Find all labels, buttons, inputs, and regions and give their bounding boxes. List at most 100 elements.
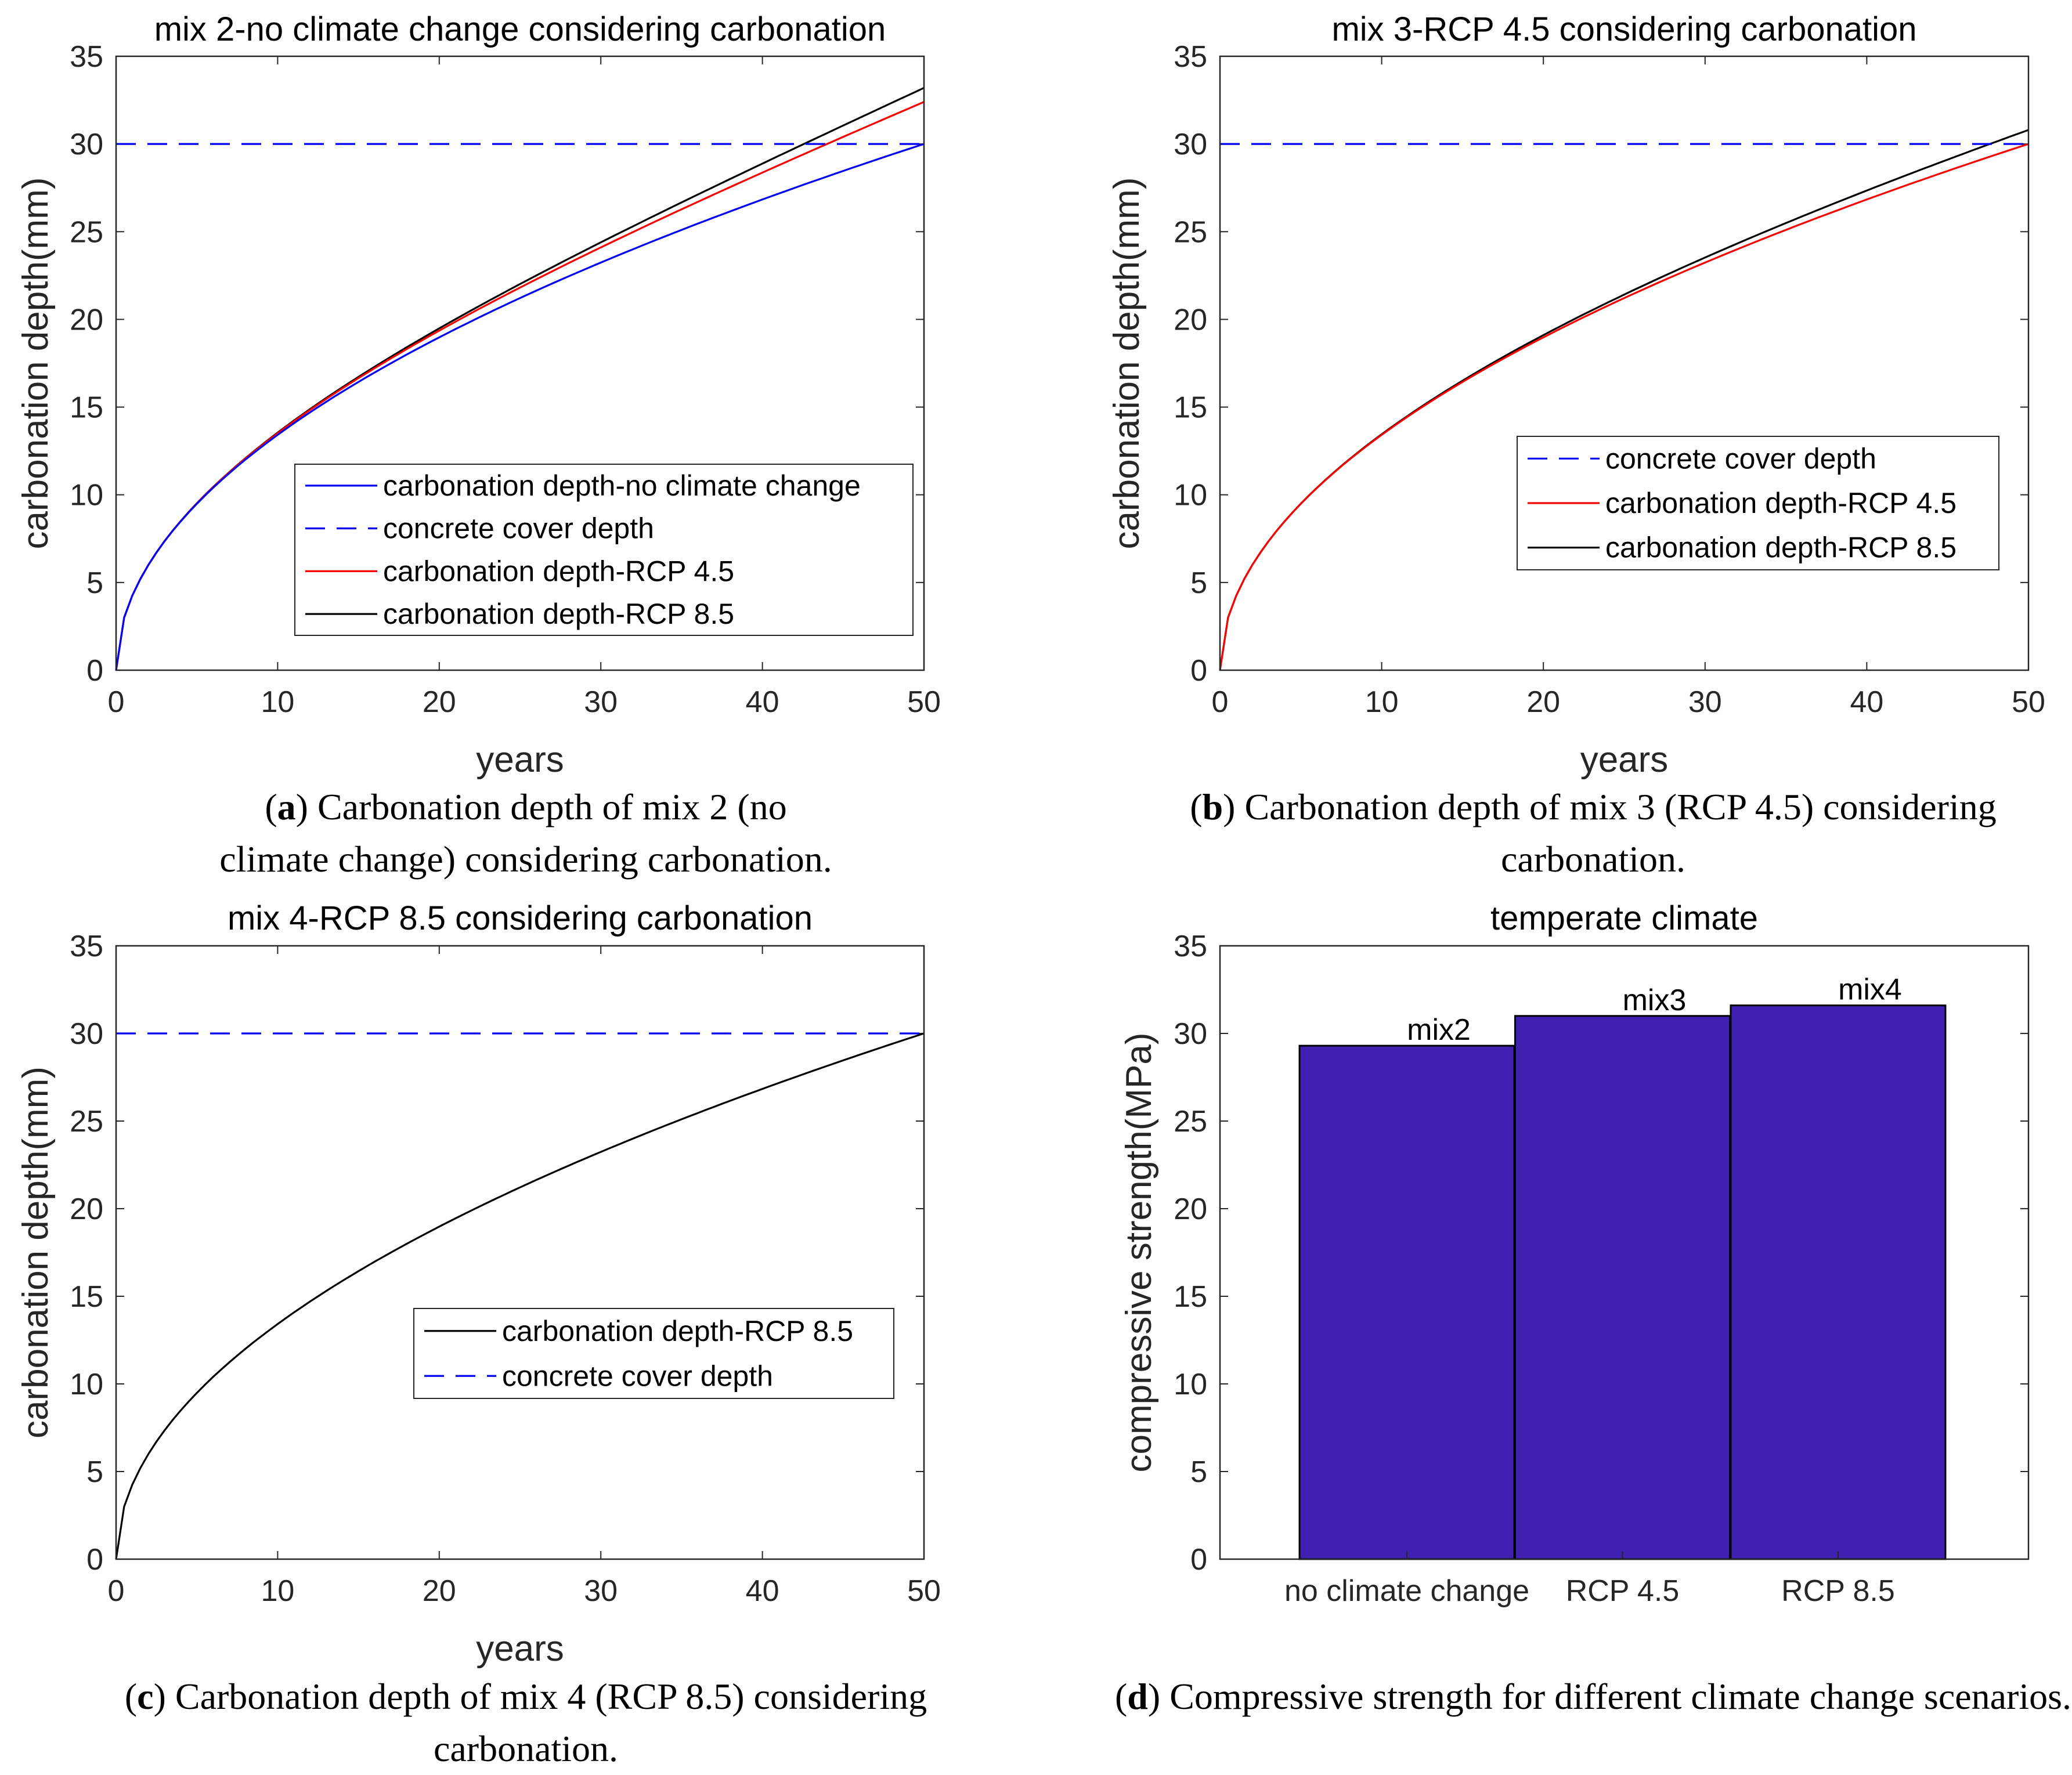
figure-caption: (c) Carbonation depth of mix 4 (RCP 8.5)…: [125, 1676, 927, 1717]
y-tick-label: 25: [1174, 1105, 1207, 1138]
x-tick-label: 50: [2012, 685, 2045, 719]
figure-caption: (a) Carbonation depth of mix 2 (no: [265, 786, 786, 827]
panel-d: temperate climate 0 5 10 15 20 25 30 35 compressi…: [1115, 899, 2071, 1717]
y-tick-label: 20: [70, 303, 103, 337]
x-axis-label: years: [476, 1629, 564, 1669]
axes-frame: [1219, 945, 2030, 1560]
legend-label: carbonation depth-RCP 8.5: [502, 1315, 853, 1347]
caption-paren: (: [1190, 786, 1202, 827]
bar: [1298, 1044, 1515, 1560]
bar-label: mix4: [1838, 973, 1902, 1007]
x-tick-label: 20: [1526, 685, 1560, 719]
y-tick-label: 10: [70, 479, 103, 512]
caption-paren: (: [1115, 1676, 1127, 1717]
x-tick-label: 0: [108, 685, 125, 719]
y-tick-label: 5: [86, 1455, 103, 1489]
caption-paren: ) Carbonation depth of mix 3 (RCP 4.5) c…: [1223, 786, 1997, 827]
figure-caption: (d) Compressive strength for different c…: [1115, 1676, 2071, 1717]
axes-frame: [115, 945, 925, 1560]
figure-caption-line2: carbonation.: [1501, 838, 1685, 880]
caption-paren: ) Carbonation depth of mix 4 (RCP 8.5) c…: [154, 1676, 927, 1717]
x-tick-label: 0: [1212, 685, 1229, 719]
figure-caption: (b) Carbonation depth of mix 3 (RCP 4.5)…: [1190, 786, 1996, 827]
panel-a: mix 2-no climate change considering carb…: [16, 10, 941, 880]
x-tick-label: 50: [907, 685, 941, 719]
y-tick-label: 25: [70, 215, 103, 249]
y-tick-label: 20: [70, 1192, 103, 1226]
plot-area: [1220, 56, 2028, 670]
legend-label: concrete cover depth: [502, 1360, 773, 1392]
chart-title: mix 3-RCP 4.5 considering carbonation: [1331, 10, 1916, 48]
series-line-0: [115, 143, 925, 671]
x-tick-label: 30: [1688, 685, 1722, 719]
legend-label: carbonation depth-RCP 8.5: [1605, 532, 1957, 564]
caption-letter: a: [277, 786, 296, 827]
chart-title: mix 4-RCP 8.5 considering carbonation: [228, 899, 813, 937]
legend-label: concrete cover depth: [383, 512, 654, 545]
x-axis-label: years: [476, 740, 564, 780]
bar-label: mix3: [1623, 984, 1687, 1017]
caption-paren: ) Compressive strength for different cli…: [1148, 1676, 2071, 1717]
y-tick-label: 35: [1174, 930, 1207, 963]
y-tick-label: 35: [70, 930, 103, 963]
y-tick-label: 5: [86, 566, 103, 600]
y-tick-label: 30: [1174, 128, 1207, 161]
caption-paren: (: [125, 1676, 137, 1717]
x-tick-label: RCP 4.5: [1566, 1574, 1680, 1608]
x-tick-label: 30: [584, 685, 618, 719]
y-tick-label: 5: [1190, 566, 1207, 600]
x-tick-label: 10: [1365, 685, 1399, 719]
legend-label: carbonation depth-RCP 4.5: [1605, 487, 1957, 519]
y-axis-label: compressive strength(MPa): [1119, 1032, 1159, 1472]
caption-paren: (: [265, 786, 277, 827]
bar: [1514, 1015, 1731, 1560]
figure-caption-line2: climate change) considering carbonation.: [219, 838, 832, 880]
y-tick-label: 15: [1174, 391, 1207, 425]
y-tick-label: 5: [1190, 1455, 1207, 1489]
x-tick-label: no climate change: [1284, 1574, 1529, 1608]
y-tick-label: 20: [1174, 1192, 1207, 1226]
y-tick-label: 0: [86, 654, 103, 688]
axes-frame: [115, 55, 925, 671]
panel-c: mix 4-RCP 8.5 considering carbonation 0 5 1…: [16, 899, 941, 1769]
y-tick-label: 30: [70, 128, 103, 161]
legend-box: [413, 1308, 894, 1399]
panel-b: mix 3-RCP 4.5 considering carbonation 0 5 1…: [1107, 10, 2045, 880]
y-tick-label: 20: [1174, 303, 1207, 337]
y-tick-label: 10: [1174, 479, 1207, 512]
axes-frame: [1219, 55, 2030, 671]
x-tick-label: 10: [261, 685, 294, 719]
x-tick-label: 40: [746, 1574, 779, 1608]
caption-letter: b: [1203, 786, 1223, 827]
y-tick-label: 0: [1190, 654, 1207, 688]
caption-letter: c: [137, 1676, 153, 1717]
legend-label: carbonation depth-RCP 4.5: [383, 555, 734, 587]
y-tick-label: 35: [70, 40, 103, 74]
y-tick-label: 25: [1174, 215, 1207, 249]
x-tick-label: 40: [1850, 685, 1883, 719]
figure-caption-line2: carbonation.: [434, 1728, 618, 1769]
y-axis-label: carbonation depth(mm): [1107, 178, 1147, 550]
y-tick-label: 15: [1174, 1280, 1207, 1314]
y-axis-label: carbonation depth(mm): [16, 178, 56, 550]
series-line-1: [1219, 143, 2029, 671]
bar: [1730, 1004, 1947, 1560]
legend-label: carbonation depth-no climate change: [383, 469, 861, 502]
y-tick-label: 10: [1174, 1368, 1207, 1401]
x-tick-label: 0: [108, 1574, 125, 1608]
plot-area: [116, 946, 924, 1559]
y-tick-label: 30: [70, 1017, 103, 1051]
x-axis-label: years: [1580, 740, 1669, 780]
bar-label: mix2: [1407, 1013, 1471, 1047]
y-tick-label: 15: [70, 1280, 103, 1314]
series-line-0: [115, 1032, 925, 1560]
x-tick-label: 10: [261, 1574, 294, 1608]
legend-label: concrete cover depth: [1605, 442, 1876, 475]
y-tick-label: 30: [1174, 1017, 1207, 1051]
y-tick-label: 35: [1174, 40, 1207, 74]
y-tick-label: 0: [86, 1543, 103, 1577]
legend-box: [294, 464, 914, 636]
caption-paren: ) Carbonation depth of mix 2 (no: [296, 786, 787, 827]
x-tick-label: 50: [907, 1574, 941, 1608]
